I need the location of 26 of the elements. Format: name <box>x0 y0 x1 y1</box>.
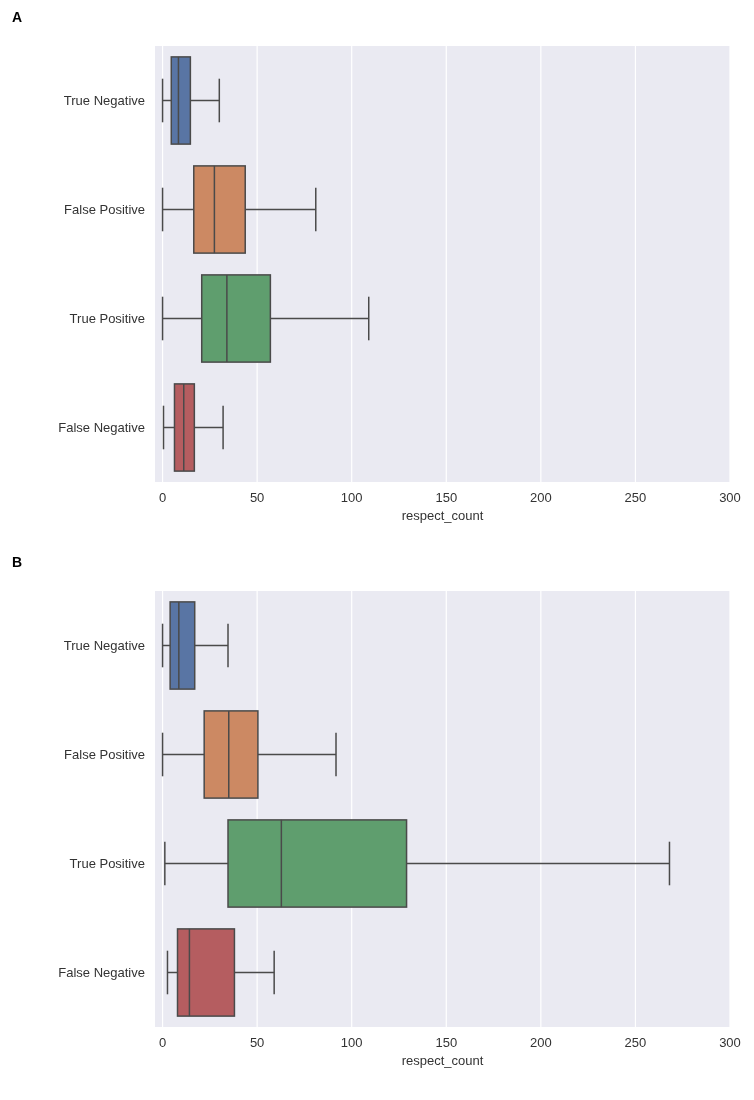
y-tick-label: False Positive <box>64 747 145 763</box>
y-tick-label: False Negative <box>58 420 145 436</box>
text: B <box>12 554 23 570</box>
x-tick-label: 100 <box>340 490 363 505</box>
x-tick-label: 0 <box>158 490 167 505</box>
y-tick-label: True Negative <box>63 93 145 109</box>
x-tick-label: 200 <box>530 490 552 505</box>
text: A <box>12 9 23 25</box>
x-tick-label: 200 <box>530 1035 552 1050</box>
x-tick-label: 250 <box>624 1035 647 1050</box>
x-tick-label: 100 <box>340 1035 363 1050</box>
x-tick-label: 250 <box>624 490 647 505</box>
x-tick-label: 300 <box>719 490 741 505</box>
x-axis-title: respect_count <box>401 1053 484 1068</box>
x-tick-label: 0 <box>158 1035 167 1050</box>
y-tick-label: True Negative <box>63 638 145 654</box>
y-tick-label: True Positive <box>69 856 145 872</box>
x-tick-label: 50 <box>249 1035 265 1050</box>
x-tick-label: 50 <box>249 490 265 505</box>
x-tick-label: 300 <box>719 1035 741 1050</box>
y-tick-label: False Negative <box>58 965 145 981</box>
y-tick-label: True Positive <box>69 311 145 327</box>
y-tick-label: False Positive <box>64 202 145 218</box>
x-tick-label: 150 <box>435 1035 458 1050</box>
x-tick-label: 150 <box>435 490 458 505</box>
x-axis-title: respect_count <box>401 508 484 523</box>
